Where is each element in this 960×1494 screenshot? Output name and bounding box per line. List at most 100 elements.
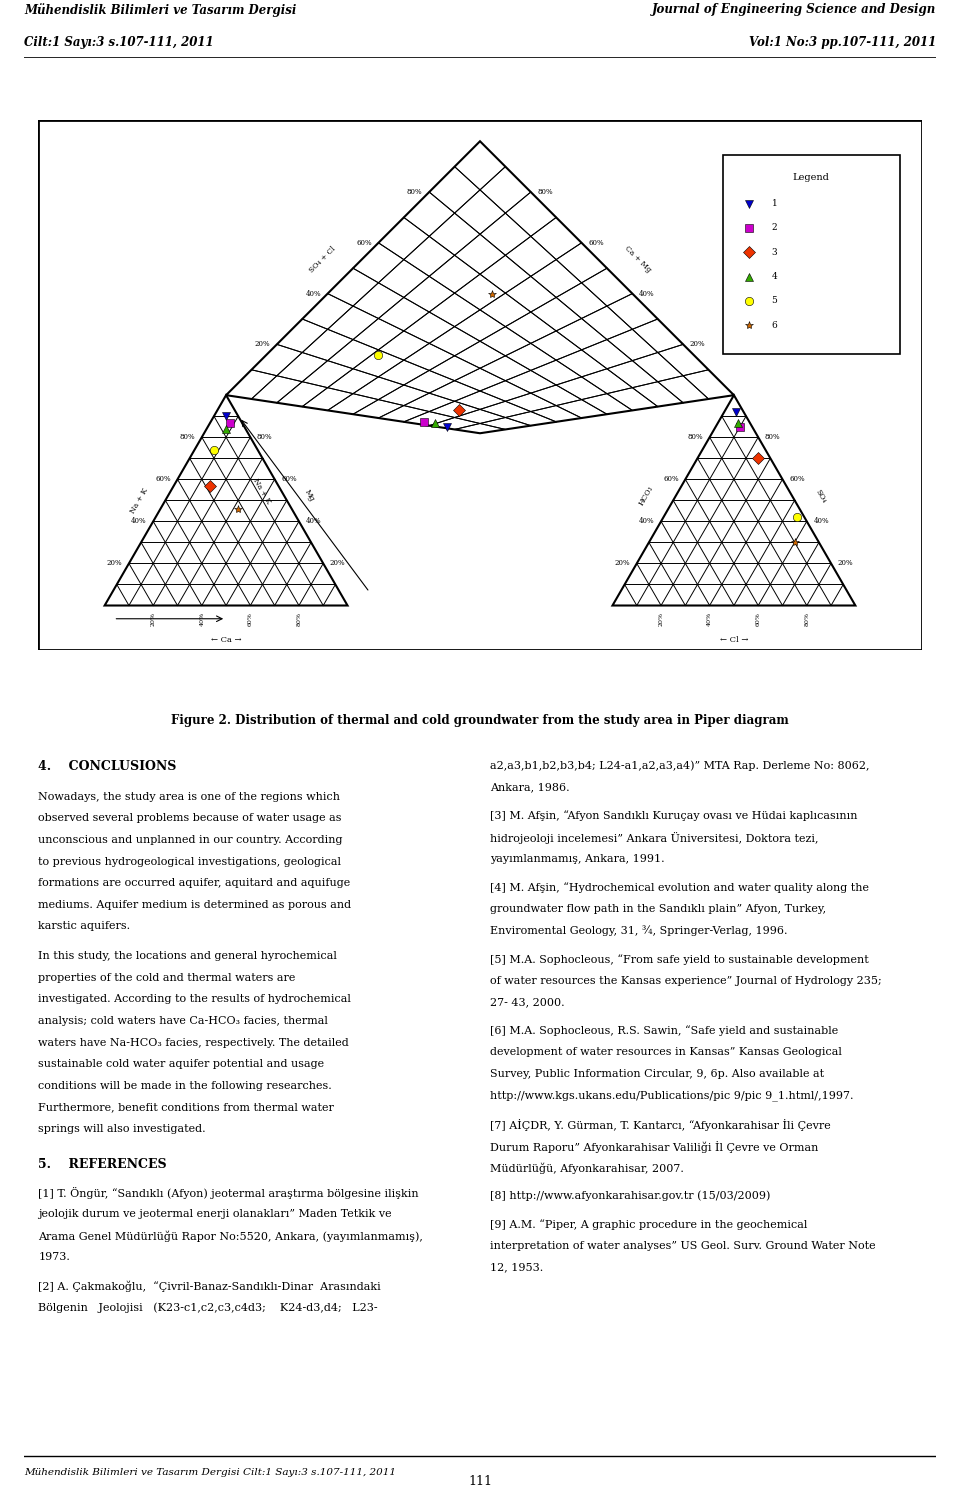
- Text: 40%: 40%: [708, 613, 712, 626]
- Text: to previous hydrogeological investigations, geological: to previous hydrogeological investigatio…: [38, 856, 342, 867]
- Text: 60%: 60%: [756, 613, 760, 626]
- Text: investigated. According to the results of hydrochemical: investigated. According to the results o…: [38, 995, 351, 1004]
- Text: Na + K: Na + K: [129, 486, 150, 514]
- Text: 80%: 80%: [257, 433, 273, 441]
- Text: [4] M. Afşin, “Hydrochemical evolution and water quality along the: [4] M. Afşin, “Hydrochemical evolution a…: [490, 883, 869, 893]
- Text: 80%: 80%: [687, 433, 703, 441]
- Text: [1] T. Öngür, “Sandıklı (Afyon) jeotermal araştırma bölgesine ilişkin: [1] T. Öngür, “Sandıklı (Afyon) jeoterma…: [38, 1188, 419, 1200]
- Text: ← Cl →: ← Cl →: [720, 636, 748, 644]
- Text: 60%: 60%: [156, 475, 171, 483]
- Text: 60%: 60%: [789, 475, 804, 483]
- Text: 60%: 60%: [663, 475, 679, 483]
- Text: In this study, the locations and general hyrochemical: In this study, the locations and general…: [38, 952, 337, 961]
- Text: 20%: 20%: [107, 559, 122, 568]
- Text: 60%: 60%: [356, 239, 372, 247]
- Text: groundwater flow path in the Sandıklı plain” Afyon, Turkey,: groundwater flow path in the Sandıklı pl…: [490, 904, 826, 914]
- Text: 60%: 60%: [281, 475, 297, 483]
- Text: [7] AİÇDR, Y. Gürman, T. Kantarcı, “Afyonkarahisar İli Çevre: [7] AİÇDR, Y. Gürman, T. Kantarcı, “Afyo…: [490, 1119, 830, 1131]
- Text: 20%: 20%: [838, 559, 853, 568]
- Text: Survey, Public Information Circular, 9, 6p. Also available at: Survey, Public Information Circular, 9, …: [490, 1068, 824, 1079]
- Text: 20%: 20%: [614, 559, 630, 568]
- Text: 20%: 20%: [689, 341, 706, 348]
- Text: 6: 6: [772, 321, 778, 330]
- Text: Arama Genel Müdürlüğü Rapor No:5520, Ankara, (yayımlanmamış),: Arama Genel Müdürlüğü Rapor No:5520, Ank…: [38, 1231, 423, 1242]
- FancyBboxPatch shape: [723, 155, 900, 354]
- Text: [2] A. Çakmakoğlu,  “Çivril-Banaz-Sandıklı-Dinar  Arasındaki: [2] A. Çakmakoğlu, “Çivril-Banaz-Sandıkl…: [38, 1280, 381, 1292]
- Text: sustainable cold water aquifer potential and usage: sustainable cold water aquifer potential…: [38, 1059, 324, 1070]
- Text: 40%: 40%: [638, 517, 655, 526]
- Text: Ca + Mg: Ca + Mg: [623, 245, 653, 275]
- Text: 40%: 40%: [639, 290, 655, 297]
- Text: 1: 1: [772, 199, 778, 208]
- Text: a2,a3,b1,b2,b3,b4; L24-a1,a2,a3,a4)” MTA Rap. Derleme No: 8062,: a2,a3,b1,b2,b3,b4; L24-a1,a2,a3,a4)” MTA…: [490, 760, 869, 771]
- Text: 80%: 80%: [407, 188, 422, 196]
- Text: SO₄ + Cl: SO₄ + Cl: [307, 245, 337, 273]
- Text: [5] M.A. Sophocleous, “From safe yield to sustainable development: [5] M.A. Sophocleous, “From safe yield t…: [490, 955, 869, 965]
- Text: 20%: 20%: [254, 341, 271, 348]
- Text: development of water resources in Kansas” Kansas Geological: development of water resources in Kansas…: [490, 1047, 842, 1058]
- Text: Müdürlüğü, Afyonkarahisar, 2007.: Müdürlüğü, Afyonkarahisar, 2007.: [490, 1162, 684, 1174]
- Text: HCO₃: HCO₃: [637, 484, 656, 508]
- Text: interpretation of water analyses” US Geol. Surv. Ground Water Note: interpretation of water analyses” US Geo…: [490, 1242, 876, 1250]
- Text: 20%: 20%: [151, 613, 156, 626]
- Text: Mg: Mg: [302, 489, 316, 503]
- Text: 60%: 60%: [588, 239, 604, 247]
- Text: Cilt:1 Sayı:3 s.107-111, 2011: Cilt:1 Sayı:3 s.107-111, 2011: [24, 36, 214, 49]
- Text: Journal of Engineering Science and Design: Journal of Engineering Science and Desig…: [652, 3, 936, 16]
- Text: properties of the cold and thermal waters are: properties of the cold and thermal water…: [38, 973, 296, 983]
- Text: 80%: 80%: [297, 613, 301, 626]
- Text: Nowadays, the study area is one of the regions which: Nowadays, the study area is one of the r…: [38, 792, 341, 802]
- Text: of water resources the Kansas experience” Journal of Hydrology 235;: of water resources the Kansas experience…: [490, 976, 881, 986]
- Text: 40%: 40%: [200, 613, 204, 626]
- Text: 4.    CONCLUSIONS: 4. CONCLUSIONS: [38, 760, 177, 774]
- Text: 1973.: 1973.: [38, 1252, 70, 1262]
- Text: hidrojeoloji incelemesi” Ankara Üniversitesi, Doktora tezi,: hidrojeoloji incelemesi” Ankara Üniversi…: [490, 832, 818, 844]
- Text: conditions will be made in the following researches.: conditions will be made in the following…: [38, 1080, 332, 1091]
- Text: 60%: 60%: [248, 613, 252, 626]
- Text: 5.    REFERENCES: 5. REFERENCES: [38, 1158, 167, 1171]
- Text: 2: 2: [772, 224, 777, 233]
- Text: 20%: 20%: [659, 613, 663, 626]
- Text: [3] M. Afşin, “Afyon Sandıklı Kuruçay ovası ve Hüdai kaplıcasının: [3] M. Afşin, “Afyon Sandıklı Kuruçay ov…: [490, 811, 857, 822]
- Text: karstic aquifers.: karstic aquifers.: [38, 922, 131, 931]
- Text: observed several problems because of water usage as: observed several problems because of wat…: [38, 813, 342, 823]
- Text: ← Ca →: ← Ca →: [211, 636, 241, 644]
- Text: 27- 43, 2000.: 27- 43, 2000.: [490, 996, 564, 1007]
- Text: 20%: 20%: [330, 559, 346, 568]
- Text: Mühendislik Bilimleri ve Tasarım Dergisi Cilt:1 Sayı:3 s.107-111, 2011: Mühendislik Bilimleri ve Tasarım Dergisi…: [24, 1469, 396, 1478]
- Text: Bölgenin   Jeolojisi   (K23-c1,c2,c3,c4d3;    K24-d3,d4;   L23-: Bölgenin Jeolojisi (K23-c1,c2,c3,c4d3; K…: [38, 1303, 378, 1313]
- Text: 80%: 80%: [765, 433, 780, 441]
- Text: 40%: 40%: [305, 517, 322, 526]
- Text: jeolojik durum ve jeotermal enerji olanakları” Maden Tetkik ve: jeolojik durum ve jeotermal enerji olana…: [38, 1209, 392, 1219]
- Text: 80%: 80%: [538, 188, 553, 196]
- Text: yayımlanmamış, Ankara, 1991.: yayımlanmamış, Ankara, 1991.: [490, 853, 664, 864]
- Text: 4: 4: [772, 272, 778, 281]
- Text: unconscious and unplanned in our country. According: unconscious and unplanned in our country…: [38, 835, 343, 846]
- Text: SO₄: SO₄: [814, 487, 828, 503]
- Text: springs will also investigated.: springs will also investigated.: [38, 1123, 206, 1134]
- Text: 40%: 40%: [305, 290, 321, 297]
- Text: 40%: 40%: [813, 517, 829, 526]
- Text: Furthermore, benefit conditions from thermal water: Furthermore, benefit conditions from the…: [38, 1103, 334, 1112]
- Text: Figure 2. Distribution of thermal and cold groundwater from the study area in Pi: Figure 2. Distribution of thermal and co…: [171, 714, 789, 726]
- Text: Ankara, 1986.: Ankara, 1986.: [490, 781, 569, 792]
- Text: Durum Raporu” Afyonkarahisar Valiliği İl Çevre ve Orman: Durum Raporu” Afyonkarahisar Valiliği İl…: [490, 1140, 818, 1152]
- Text: 12, 1953.: 12, 1953.: [490, 1262, 542, 1273]
- Text: 80%: 80%: [180, 433, 195, 441]
- Text: [6] M.A. Sophocleous, R.S. Sawin, “Safe yield and sustainable: [6] M.A. Sophocleous, R.S. Sawin, “Safe …: [490, 1026, 838, 1037]
- Text: 80%: 80%: [804, 613, 809, 626]
- Text: 5: 5: [772, 296, 778, 305]
- Text: 3: 3: [772, 248, 777, 257]
- Text: http://www.kgs.ukans.edu/Publications/pic 9/pic 9_1.html/,1997.: http://www.kgs.ukans.edu/Publications/pi…: [490, 1091, 853, 1101]
- Text: [9] A.M. “Piper, A graphic procedure in the geochemical: [9] A.M. “Piper, A graphic procedure in …: [490, 1219, 807, 1230]
- Text: 40%: 40%: [131, 517, 147, 526]
- Text: 111: 111: [468, 1475, 492, 1488]
- Text: formations are occurred aquifer, aquitard and aquifuge: formations are occurred aquifer, aquitar…: [38, 878, 350, 887]
- Text: analysis; cold waters have Ca-HCO₃ facies, thermal: analysis; cold waters have Ca-HCO₃ facie…: [38, 1016, 328, 1026]
- Text: Vol:1 No:3 pp.107-111, 2011: Vol:1 No:3 pp.107-111, 2011: [749, 36, 936, 49]
- Text: mediums. Aquifer medium is determined as porous and: mediums. Aquifer medium is determined as…: [38, 899, 351, 910]
- FancyBboxPatch shape: [38, 120, 922, 650]
- Text: [8] http://www.afyonkarahisar.gov.tr (15/03/2009): [8] http://www.afyonkarahisar.gov.tr (15…: [490, 1191, 770, 1201]
- Text: Legend: Legend: [793, 173, 829, 182]
- Text: Na + K: Na + K: [251, 477, 272, 505]
